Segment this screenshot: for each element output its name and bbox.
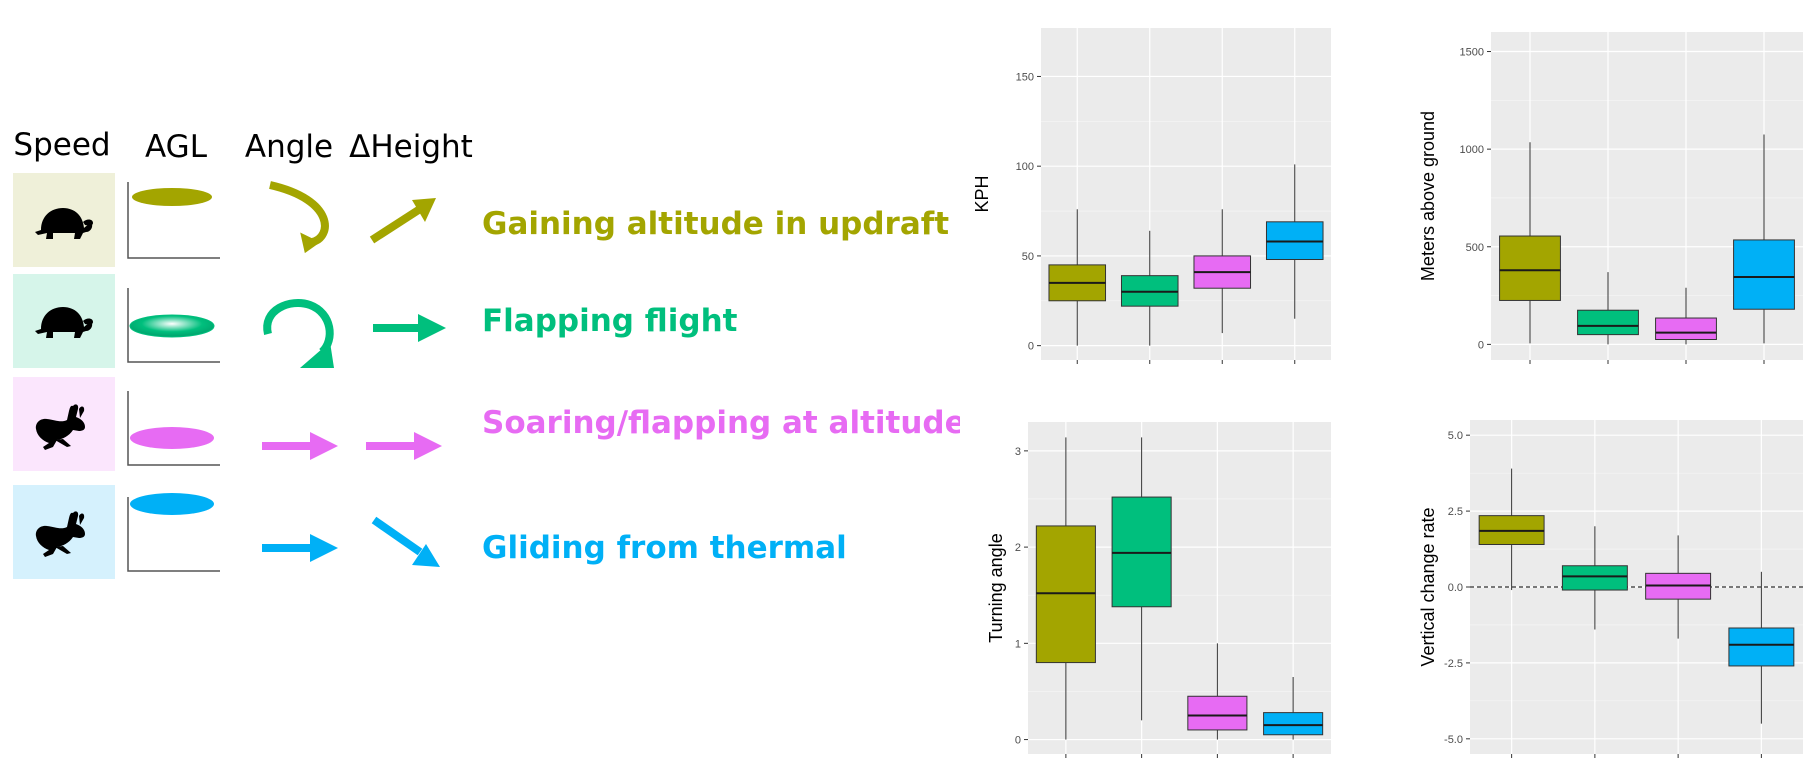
y-axis-label: KPH (972, 175, 992, 212)
y-tick-label: 2.5 (1448, 506, 1463, 518)
legend-row-flapping: Flapping flight (13, 274, 738, 368)
arrowhead (310, 432, 338, 460)
y-tick-label: -5.0 (1444, 734, 1463, 746)
y-tick-label: 3 (1015, 446, 1021, 458)
plot-background (1491, 32, 1803, 360)
y-axis-label: Vertical change rate (1418, 507, 1438, 666)
agl-axes (127, 391, 220, 466)
curved-arrow-down-icon (269, 181, 329, 246)
plot-background (1041, 28, 1331, 360)
y-tick-label: 1 (1015, 638, 1021, 650)
y-axis-label: Turning angle (986, 533, 1006, 642)
box-4 (1733, 239, 1795, 310)
boxplot-3: 0 1 2 3 Turning angle (986, 422, 1331, 758)
header-agl: AGL (145, 129, 208, 165)
legend-row-soaring: Soaring/flapping at altitude (13, 377, 960, 471)
y-tick-label: 0 (1028, 341, 1034, 353)
box-2 (1577, 309, 1639, 336)
arrowhead (300, 342, 334, 368)
agl-ellipse (129, 314, 215, 338)
behavior-label-soaring: Soaring/flapping at altitude (482, 405, 960, 441)
agl-axes (127, 497, 220, 572)
arrowhead (418, 314, 446, 342)
box-4 (1263, 712, 1324, 736)
behavior-label-gliding: Gliding from thermal (482, 530, 847, 566)
behavior-label-gaining: Gaining altitude in updraft (482, 206, 949, 242)
arrowhead (414, 432, 442, 460)
y-tick-label: 0 (1478, 339, 1484, 351)
agl-ellipse (130, 493, 214, 515)
header-speed: Speed (13, 127, 110, 163)
box-2 (1561, 565, 1628, 591)
boxplot-2: 0 500 1000 1500 Meters above ground (1418, 32, 1803, 364)
y-tick-label: 0 (1015, 735, 1021, 747)
y-tick-label: 1000 (1460, 144, 1484, 156)
y-tick-label: 100 (1016, 161, 1034, 173)
agl-ellipse (132, 188, 212, 206)
circular-arrow-icon (263, 299, 334, 355)
agl-axes (127, 288, 220, 363)
arrowhead (412, 198, 436, 222)
arrow-up-right-icon (369, 205, 423, 244)
y-tick-label: 0.0 (1448, 582, 1463, 594)
header-angle: Angle (245, 129, 333, 165)
agl-ellipse (130, 427, 214, 449)
agl-axes (127, 182, 220, 259)
box-4 (1728, 627, 1795, 667)
arrowhead (412, 544, 440, 567)
boxplot-1: 0 50 100 150 KPH (972, 28, 1331, 364)
box-3 (1655, 317, 1717, 340)
y-axis-label: Meters above ground (1418, 111, 1438, 281)
y-tick-label: 50 (1022, 251, 1034, 263)
legend-row-gliding: Gliding from thermal (13, 485, 847, 579)
box-3 (1187, 695, 1248, 731)
y-tick-label: 1500 (1460, 47, 1484, 59)
y-tick-label: 5.0 (1448, 430, 1463, 442)
boxplot-panel-grid: 0 50 100 150 KPH 0 500 1000 1500 Meters above gro… (972, 28, 1803, 758)
y-tick-label: 2 (1015, 542, 1021, 554)
arrowhead (310, 534, 338, 562)
y-tick-label: 150 (1016, 71, 1034, 83)
arrowhead (300, 232, 321, 254)
y-tick-label: -2.5 (1444, 658, 1463, 670)
legend-row-gaining-altitude: Gaining altitude in updraft (13, 173, 949, 267)
boxplot-4: -5.0 -2.5 0.0 2.5 5.0 Vertical change rate (1418, 420, 1803, 758)
behavior-label-flapping: Flapping flight (482, 303, 738, 339)
header-delta-height: ΔHeight (349, 129, 473, 165)
arrow-down-right-icon (371, 516, 423, 556)
y-tick-label: 500 (1466, 242, 1484, 254)
box-1 (1499, 235, 1561, 301)
behavior-legend: Speed AGL Angle ΔHeight Gaining altitude… (13, 127, 960, 579)
